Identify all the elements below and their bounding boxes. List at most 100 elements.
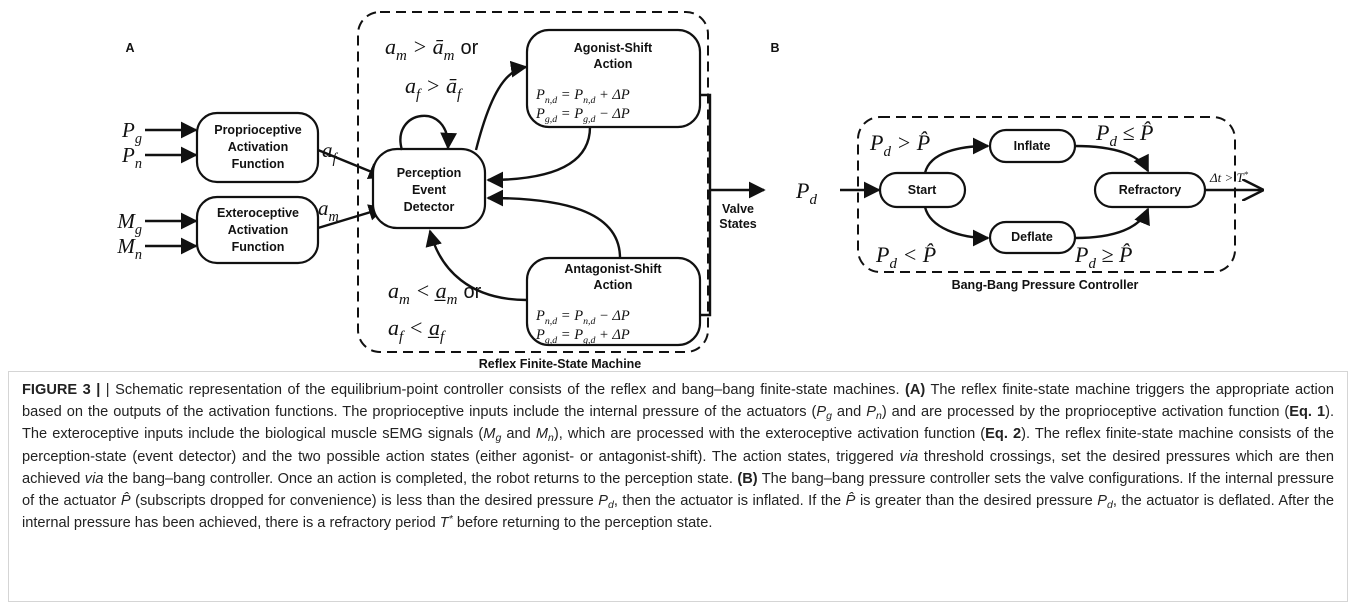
math-label: Mn (116, 234, 142, 263)
caption-text: via (84, 470, 104, 487)
caption-text: and (501, 426, 536, 443)
caption-text: T (439, 515, 449, 532)
label: Inflate (1014, 139, 1051, 153)
caption-text: (subscripts dropped for convenience) is … (130, 493, 599, 510)
caption-text: n (548, 432, 554, 445)
from-agonist (486, 126, 592, 189)
label: States (719, 217, 757, 231)
math-part: P (535, 106, 545, 122)
start-deflate (923, 206, 990, 247)
math-label: am > ām (385, 34, 455, 64)
caption-text: (B) (737, 470, 758, 487)
math-label: Pg,d = Pg,d − ΔP (535, 106, 630, 125)
label: B (770, 41, 779, 55)
math-part: P (1095, 120, 1109, 145)
math-part: m (447, 292, 458, 308)
controller-frame (857, 116, 1236, 273)
label: Proprioceptive (214, 123, 302, 137)
math-part: d (1088, 256, 1096, 272)
math-part: P (869, 130, 883, 155)
math-part: P (1074, 242, 1088, 267)
math-part: ≥ P̂ (1096, 242, 1133, 267)
caption-text: , then the actuator is inflated. If the (613, 493, 846, 510)
to-antagonist (425, 229, 528, 302)
caption-text: , the actuator is deflated. After the in… (22, 493, 1335, 532)
caption-text: P (866, 404, 876, 421)
caption-text: ). The reflex finite-state machine consi… (22, 426, 1335, 465)
label: Antagonist-Shift (564, 262, 662, 276)
math-part: a (318, 196, 329, 220)
caption-text: Eq. 2 (985, 426, 1022, 443)
antagonist-box (525, 256, 702, 347)
math-part: = P (557, 106, 583, 122)
caption-text: is greater than the desired pressure (855, 493, 1098, 510)
math-label: Pn (121, 143, 142, 172)
caption-text: P (598, 493, 608, 510)
caption-text: M (483, 426, 496, 443)
math-label: Mg (116, 209, 142, 238)
math-part: f (440, 329, 446, 345)
math-part: f (399, 329, 405, 345)
math-label: Pd ≥ P̂ (1074, 242, 1132, 272)
math-part: a (405, 73, 416, 98)
math-label: af < a̲f (388, 315, 446, 345)
math-label: Pg,d = Pg,d + ΔP (535, 327, 630, 346)
deflate-refractory (1074, 207, 1150, 240)
math-part: Δt > T (1209, 170, 1245, 185)
math-part: = P (557, 327, 583, 343)
math-part: f (333, 151, 339, 167)
math-part: m (396, 48, 407, 64)
caption-text: d (1107, 499, 1113, 512)
math-part: < P̂ (897, 242, 936, 267)
from-antagonist (486, 189, 622, 259)
math-part: g (135, 131, 142, 147)
math-part: g,d (545, 335, 557, 346)
math-part: < a̲ (403, 315, 440, 340)
math-part: M (116, 209, 136, 233)
math-part: d (889, 256, 897, 272)
math-label: Pd (795, 178, 817, 208)
math-label: Pd > P̂ (869, 130, 930, 160)
math-part: n,d (545, 95, 557, 106)
math-part: M (116, 234, 136, 258)
output-bus (700, 93, 712, 317)
math-part: d (883, 144, 891, 160)
proprioceptive-box (195, 111, 320, 184)
caption-text: The reflex finite-state machine triggers… (22, 382, 1334, 421)
math-part: n,d (583, 95, 595, 106)
perception-box (371, 147, 487, 230)
math-part: P (875, 242, 889, 267)
start-box (878, 171, 967, 209)
caption-text: M (535, 426, 549, 443)
math-part: m (399, 292, 410, 308)
label: Agonist-Shift (574, 41, 653, 55)
math-part: > ā (420, 73, 457, 98)
math-part: * (1244, 169, 1249, 179)
caption-text: P (1097, 493, 1108, 510)
math-part: g,d (545, 114, 557, 125)
caption-text: ). The exteroceptive inputs include the … (22, 404, 1335, 443)
math-part: P (121, 118, 135, 142)
label: Action (594, 57, 633, 71)
label: A (125, 41, 134, 55)
label: Perception (397, 166, 462, 180)
agonist-box (525, 28, 702, 129)
math-part: a (385, 34, 396, 59)
caption-text: The bang–bang pressure controller sets t… (22, 470, 1334, 510)
caption-text: the bang–bang controller. Once an action… (103, 470, 738, 487)
label: Start (908, 183, 937, 197)
math-part: > P̂ (891, 130, 930, 155)
math-part: > ā (407, 34, 444, 59)
math-part: n,d (545, 316, 557, 327)
label: Function (232, 157, 285, 171)
math-label: af (322, 138, 339, 167)
caption-text: * (448, 513, 453, 526)
connector: or (463, 281, 481, 303)
math-part: < a̲ (410, 278, 447, 303)
math-label: Δt > T* (1209, 169, 1249, 185)
math-part: a (388, 278, 399, 303)
math-label: Pn,d = Pn,d + ΔP (535, 87, 630, 106)
math-part: d (809, 192, 817, 208)
label: Valve (722, 202, 754, 216)
start-inflate (923, 137, 990, 174)
